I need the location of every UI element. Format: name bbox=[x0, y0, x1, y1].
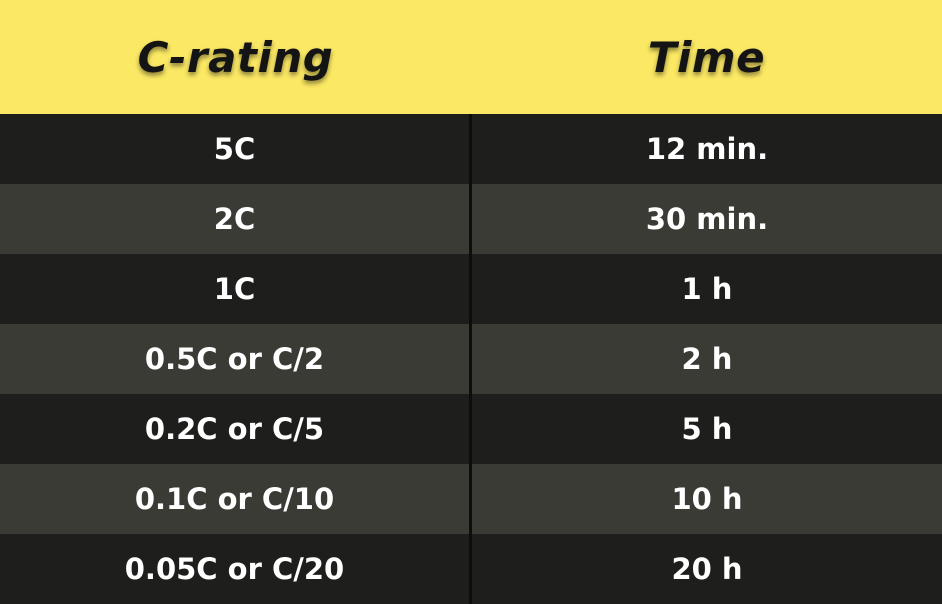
c-rating-cell: 2C bbox=[0, 184, 472, 254]
time-cell: 30 min. bbox=[645, 202, 769, 236]
time-cell: 20 h bbox=[671, 552, 743, 586]
time-cell: 5 h bbox=[681, 412, 733, 446]
time-cell: 10 h bbox=[671, 482, 743, 516]
c-rating-cell: 0.1C or C/10 bbox=[0, 464, 472, 534]
c-rating-cell: 1C bbox=[0, 254, 472, 324]
table-header-row: C-rating Time bbox=[0, 0, 942, 114]
table-row: 5C 12 min. bbox=[0, 114, 942, 184]
time-cell: 2 h bbox=[681, 342, 733, 376]
time-cell: 1 h bbox=[681, 272, 733, 306]
table-row: 0.5C or C/2 2 h bbox=[0, 324, 942, 394]
table-row: 2C 30 min. bbox=[0, 184, 942, 254]
table-body: 5C 12 min. 2C 30 min. 1C 1 h 0.5C or C/2… bbox=[0, 114, 942, 604]
table-row: 0.1C or C/10 10 h bbox=[0, 464, 942, 534]
header-c-rating: C-rating bbox=[137, 32, 334, 82]
table-row: 0.2C or C/5 5 h bbox=[0, 394, 942, 464]
c-rating-cell: 5C bbox=[0, 114, 472, 184]
table-row: 0.05C or C/20 20 h bbox=[0, 534, 942, 604]
c-rating-cell: 0.5C or C/2 bbox=[0, 324, 472, 394]
table-row: 1C 1 h bbox=[0, 254, 942, 324]
time-cell: 12 min. bbox=[645, 132, 769, 166]
c-rating-cell: 0.05C or C/20 bbox=[0, 534, 472, 604]
c-rating-cell: 0.2C or C/5 bbox=[0, 394, 472, 464]
header-time: Time bbox=[647, 32, 766, 82]
